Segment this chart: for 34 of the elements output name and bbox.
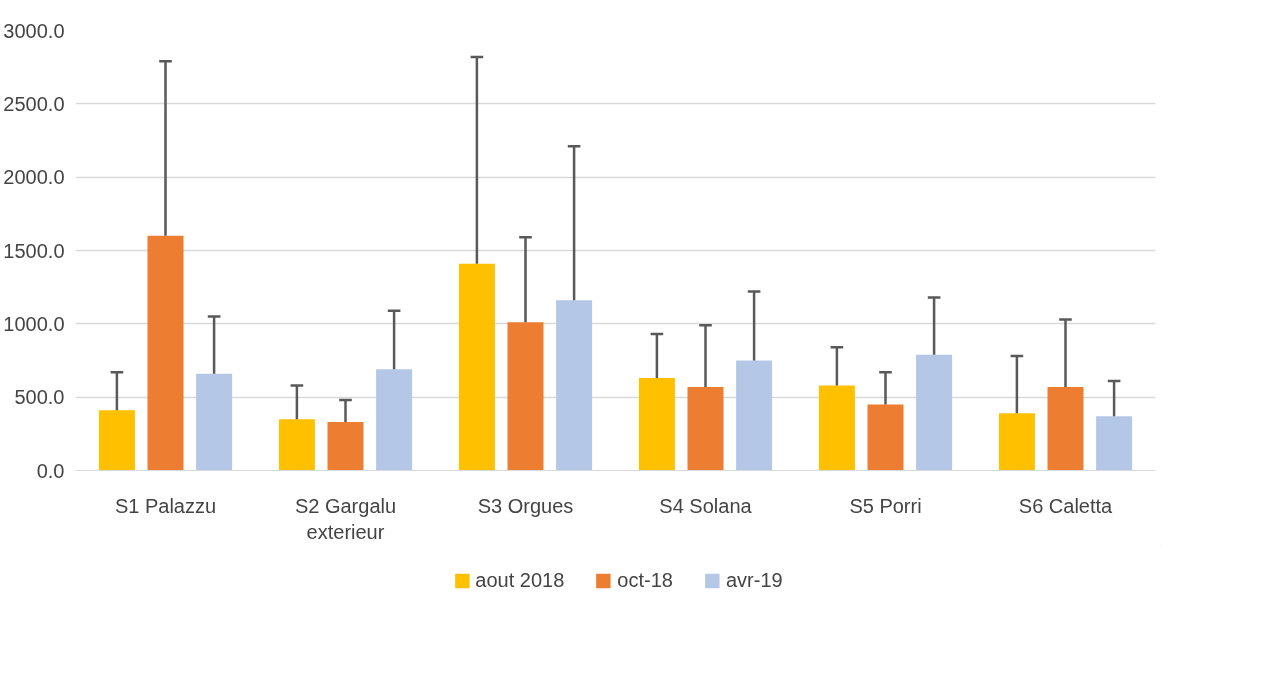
bar: [556, 300, 593, 471]
bar: [507, 322, 544, 471]
y-tick-label: 2500.0: [3, 92, 65, 115]
bar: [818, 385, 855, 471]
y-tick-label: 1000.0: [3, 312, 65, 335]
x-tick-label: S6 Caletta: [1018, 494, 1114, 517]
x-tick-label: S2 Gargalu exterieur: [294, 494, 397, 543]
y-tick-label: 1500.0: [3, 239, 65, 262]
bar: [458, 263, 495, 471]
bar: [196, 373, 233, 471]
bar: [1047, 386, 1084, 471]
legend-label: aout 2018: [475, 568, 565, 592]
bar: [998, 413, 1035, 471]
bar: [736, 360, 773, 471]
y-tick-label: 0.0: [36, 459, 65, 482]
legend-label: avr-19: [725, 568, 783, 592]
y-tick-label: 500.0: [14, 386, 65, 409]
y-tick-label: 2000.0: [3, 166, 65, 189]
y-tick-label: 3000.0: [3, 19, 65, 42]
bar: [867, 404, 904, 471]
bar: [376, 369, 413, 471]
bar: [638, 378, 675, 471]
bar: [327, 422, 364, 471]
bar: [98, 410, 135, 471]
bar: [1096, 416, 1133, 471]
bar: [687, 386, 724, 471]
bar: [147, 235, 184, 471]
legend-label: oct-18: [617, 568, 673, 592]
x-tick-label: S1 Palazzu: [114, 494, 217, 517]
x-tick-label: S4 Solana: [659, 494, 753, 517]
x-tick-label: S5 Porri: [849, 494, 922, 517]
x-tick-label: S3 Orgues: [477, 494, 574, 517]
bar: [278, 419, 315, 471]
bar: [916, 354, 953, 471]
